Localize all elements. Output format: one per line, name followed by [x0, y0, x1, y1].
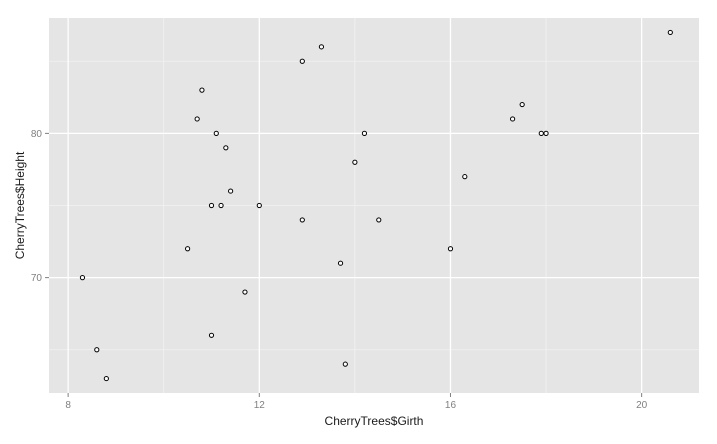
- x-tick-label: 20: [636, 400, 648, 411]
- major-gridlines: [49, 18, 699, 393]
- data-point: [376, 217, 382, 223]
- data-point: [299, 217, 305, 223]
- data-point: [519, 101, 525, 108]
- y-tick-label: 70: [31, 273, 43, 284]
- data-point: [208, 202, 215, 209]
- x-tick-label: 16: [445, 400, 457, 411]
- data-point: [538, 130, 544, 136]
- data-points: [79, 29, 673, 382]
- data-point: [543, 130, 549, 136]
- data-point: [223, 145, 229, 151]
- y-tick-label: 80: [31, 129, 43, 140]
- data-point: [510, 116, 516, 122]
- y-axis: 70 80: [31, 129, 49, 284]
- data-point: [318, 44, 325, 50]
- data-point: [447, 246, 454, 252]
- data-point: [337, 260, 344, 266]
- data-point: [208, 332, 215, 338]
- data-point: [103, 375, 109, 382]
- data-point: [242, 289, 248, 295]
- data-point: [361, 130, 368, 136]
- x-tick-label: 8: [65, 400, 71, 411]
- data-point: [299, 58, 305, 64]
- data-point: [228, 188, 234, 194]
- data-point: [79, 275, 86, 281]
- data-point: [213, 130, 219, 136]
- data-point: [194, 116, 200, 122]
- data-point: [199, 87, 205, 93]
- data-point: [667, 29, 673, 36]
- x-tick-label: 12: [254, 400, 266, 411]
- minor-gridlines: [49, 18, 699, 393]
- data-point: [185, 246, 191, 252]
- data-point: [94, 347, 100, 353]
- data-point: [218, 202, 224, 209]
- data-point: [342, 361, 348, 367]
- x-axis-title: CherryTrees$Girth: [325, 414, 424, 428]
- y-axis-title: CherryTrees$Height: [13, 151, 27, 259]
- data-point: [352, 159, 358, 165]
- x-axis: 8 12 16 20: [65, 393, 648, 411]
- data-point: [462, 174, 468, 180]
- data-point: [256, 202, 262, 209]
